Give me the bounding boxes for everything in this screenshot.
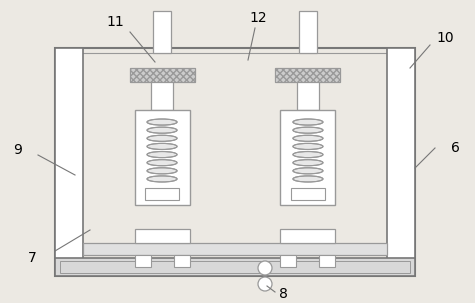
Bar bbox=[151, 82, 173, 110]
Ellipse shape bbox=[147, 127, 177, 133]
Bar bbox=[134, 229, 190, 243]
Ellipse shape bbox=[293, 143, 323, 149]
Text: 12: 12 bbox=[249, 11, 267, 25]
Text: 7: 7 bbox=[28, 251, 37, 265]
Text: 10: 10 bbox=[436, 31, 454, 45]
Bar bbox=[291, 188, 325, 200]
Ellipse shape bbox=[293, 168, 323, 174]
Bar bbox=[153, 11, 171, 53]
Circle shape bbox=[258, 261, 272, 275]
Ellipse shape bbox=[293, 152, 323, 158]
Ellipse shape bbox=[147, 168, 177, 174]
Ellipse shape bbox=[293, 127, 323, 133]
Bar bbox=[83, 243, 387, 255]
Bar bbox=[280, 110, 335, 205]
Bar bbox=[134, 110, 190, 205]
Text: 6: 6 bbox=[451, 141, 459, 155]
Bar bbox=[60, 53, 410, 271]
Bar bbox=[55, 258, 415, 276]
Bar bbox=[297, 82, 319, 110]
Bar bbox=[130, 68, 195, 82]
Bar bbox=[280, 229, 335, 243]
Bar bbox=[299, 11, 317, 53]
Ellipse shape bbox=[293, 119, 323, 125]
Bar bbox=[55, 48, 83, 276]
Ellipse shape bbox=[293, 176, 323, 182]
Ellipse shape bbox=[147, 176, 177, 182]
Ellipse shape bbox=[147, 160, 177, 166]
Bar bbox=[276, 68, 341, 82]
Bar bbox=[276, 68, 341, 82]
Bar bbox=[130, 68, 195, 82]
Bar bbox=[387, 48, 415, 276]
Text: 8: 8 bbox=[278, 287, 287, 301]
Ellipse shape bbox=[293, 135, 323, 142]
Text: 9: 9 bbox=[14, 143, 22, 157]
Bar bbox=[55, 48, 415, 276]
Bar bbox=[173, 255, 190, 267]
Bar bbox=[320, 255, 335, 267]
Ellipse shape bbox=[147, 143, 177, 149]
Bar bbox=[280, 255, 296, 267]
Bar bbox=[60, 261, 410, 273]
Bar bbox=[145, 188, 179, 200]
Circle shape bbox=[258, 277, 272, 291]
Ellipse shape bbox=[147, 119, 177, 125]
Bar bbox=[134, 255, 151, 267]
Ellipse shape bbox=[147, 135, 177, 142]
Ellipse shape bbox=[293, 160, 323, 166]
Ellipse shape bbox=[147, 152, 177, 158]
Text: 11: 11 bbox=[106, 15, 124, 29]
